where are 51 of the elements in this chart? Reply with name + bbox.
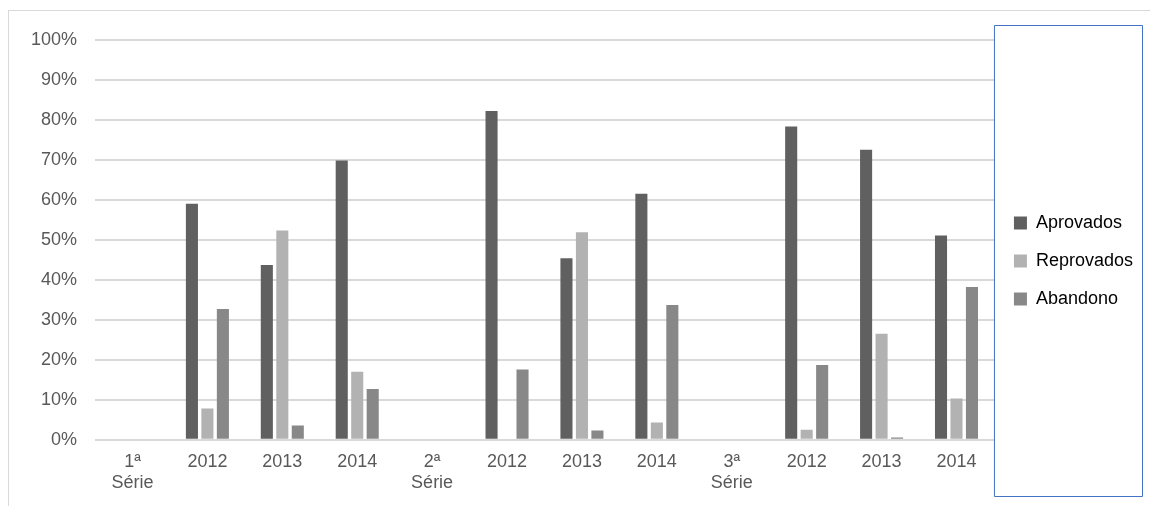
y-tick-label: 0% xyxy=(51,428,78,449)
y-tick-label: 10% xyxy=(41,388,78,409)
bar xyxy=(366,389,379,439)
bar xyxy=(260,265,273,439)
x-tick-label: 2012 xyxy=(187,450,228,471)
y-tick-label: 20% xyxy=(41,348,78,369)
x-tick-label: 2014 xyxy=(337,450,378,471)
x-tick-label: 2012 xyxy=(786,450,827,471)
legend-label: Abandono xyxy=(1035,287,1119,308)
x-tick-label: 2013 xyxy=(861,450,902,471)
y-tick-label: 40% xyxy=(41,268,78,289)
bar xyxy=(185,203,198,439)
x-tick-label: 3ª Série xyxy=(710,450,753,493)
bar xyxy=(351,371,364,439)
legend-label: Aprovados xyxy=(1035,211,1122,232)
bar xyxy=(485,111,498,439)
bar xyxy=(335,160,348,439)
x-tick-label: 2ª Série xyxy=(411,450,454,493)
bar xyxy=(666,305,679,439)
bar xyxy=(591,430,604,439)
x-tick-label: 2014 xyxy=(936,450,977,471)
bar xyxy=(816,365,829,439)
bar xyxy=(650,422,663,439)
x-tick-label: 2013 xyxy=(262,450,303,471)
x-tick-label: 2012 xyxy=(487,450,528,471)
bar xyxy=(860,149,873,439)
y-tick-label: 100% xyxy=(30,28,78,49)
bar xyxy=(575,232,588,439)
bar xyxy=(201,408,214,439)
x-tick-label: 2014 xyxy=(636,450,677,471)
y-tick-label: 60% xyxy=(41,188,78,209)
legend-label: Reprovados xyxy=(1035,249,1133,270)
x-tick-label: 1ª Série xyxy=(111,450,154,493)
y-tick-label: 70% xyxy=(41,148,78,169)
bar xyxy=(785,126,798,439)
y-tick-label: 30% xyxy=(41,308,78,329)
y-tick-label: 90% xyxy=(41,68,78,89)
bar xyxy=(276,230,289,439)
bar xyxy=(934,235,948,439)
bar xyxy=(291,425,304,439)
y-tick-label: 50% xyxy=(41,228,78,249)
bar xyxy=(635,193,648,439)
bar xyxy=(516,369,529,439)
bar xyxy=(216,309,229,439)
bar xyxy=(950,398,963,439)
x-tick-label: 2013 xyxy=(561,450,602,471)
bar xyxy=(965,287,979,439)
bar xyxy=(875,333,888,439)
bar xyxy=(800,429,813,439)
bar xyxy=(560,258,573,439)
y-tick-label: 80% xyxy=(41,108,78,129)
